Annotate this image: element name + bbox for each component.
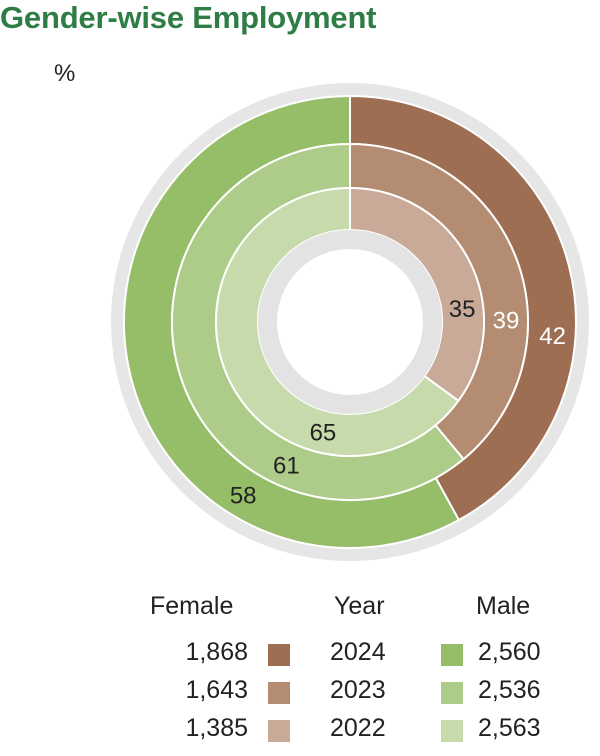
unit-label: % — [54, 60, 76, 87]
legend-header-male: Male — [476, 592, 531, 620]
legend-female-count: 1,868 — [185, 638, 248, 666]
legend-swatch — [268, 644, 290, 666]
legend-male-count: 2,563 — [478, 714, 541, 742]
legend-year: 2024 — [330, 638, 386, 666]
legend-year: 2023 — [330, 676, 386, 704]
legend: Female Year Male 1,868 2024 2,560 1,643 … — [0, 592, 600, 756]
label-male-2023: 39 — [493, 307, 520, 334]
label-male-2022: 35 — [449, 296, 476, 323]
legend-swatch — [441, 682, 463, 704]
legend-swatch — [441, 720, 463, 742]
legend-swatch — [441, 644, 463, 666]
legend-male-count: 2,536 — [478, 676, 541, 704]
center-hole — [277, 249, 423, 395]
label-female-2024: 58 — [230, 483, 257, 510]
label-female-2023: 61 — [273, 452, 300, 479]
legend-header-female: Female — [150, 592, 234, 620]
legend-female-count: 1,643 — [185, 676, 248, 704]
label-male-2024: 42 — [539, 323, 566, 350]
legend-female-count: 1,385 — [185, 714, 248, 742]
legend-swatch — [268, 720, 290, 742]
concentric-donut-chart: 42 58 39 61 35 65 — [111, 83, 589, 561]
legend-swatch — [268, 682, 290, 704]
label-female-2022: 65 — [310, 420, 337, 447]
legend-year: 2022 — [330, 714, 386, 742]
legend-header-year: Year — [334, 592, 385, 620]
legend-male-count: 2,560 — [478, 638, 541, 666]
chart-title: Gender-wise Employment — [0, 0, 377, 35]
